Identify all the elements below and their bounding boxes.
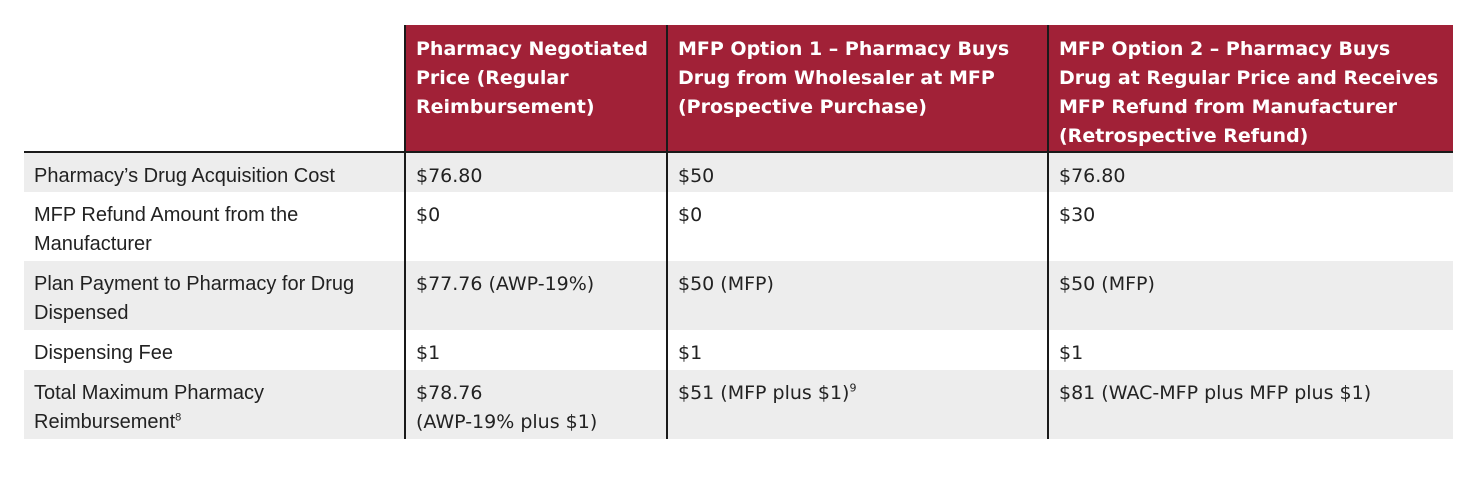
- cell-value: $76.80: [404, 152, 667, 192]
- cell-value: $30: [1047, 192, 1453, 261]
- footnote-9: 9: [849, 381, 857, 395]
- cell-value: $1: [1047, 330, 1453, 370]
- header-blank-cell: [24, 25, 405, 152]
- header-row: Pharmacy Negotiated Price (Regular Reimb…: [24, 25, 1453, 152]
- cell-value: $76.80: [1047, 152, 1453, 192]
- row-label: Dispensing Fee: [24, 330, 405, 370]
- cell-value: $50: [666, 152, 1048, 192]
- table-row: Dispensing Fee $1 $1 $1: [24, 330, 1453, 370]
- cell-value: $50 (MFP): [666, 261, 1048, 330]
- row-label: Pharmacy’s Drug Acquisition Cost: [24, 152, 405, 192]
- header-mfp-option-1: MFP Option 1 – Pharmacy Buys Drug from W…: [666, 25, 1048, 152]
- row-label: MFP Refund Amount from the Manufacturer: [24, 192, 405, 261]
- cell-value: $1: [666, 330, 1048, 370]
- cell-value: $1: [404, 330, 667, 370]
- cell-value: $0: [404, 192, 667, 261]
- row-label: Plan Payment to Pharmacy for Drug Dispen…: [24, 261, 405, 330]
- table-row: Plan Payment to Pharmacy for Drug Dispen…: [24, 261, 1453, 330]
- cell-value: $51 (MFP plus $1)9: [666, 370, 1048, 439]
- table-row: Pharmacy’s Drug Acquisition Cost $76.80 …: [24, 152, 1453, 192]
- row-label: Total Maximum Pharmacy Reimbursement8: [24, 370, 405, 439]
- cell-value: $50 (MFP): [1047, 261, 1453, 330]
- table-row: MFP Refund Amount from the Manufacturer …: [24, 192, 1453, 261]
- cell-value-text: $51 (MFP plus $1): [678, 382, 850, 404]
- cell-value-line2: (AWP-19% plus $1): [416, 411, 598, 433]
- cell-value-line1: $78.76: [416, 382, 483, 404]
- header-mfp-option-2: MFP Option 2 – Pharmacy Buys Drug at Reg…: [1047, 25, 1453, 152]
- table-row: Total Maximum Pharmacy Reimbursement8 $7…: [24, 370, 1453, 439]
- cell-value: $81 (WAC-MFP plus MFP plus $1): [1047, 370, 1453, 439]
- cell-value: $78.76 (AWP-19% plus $1): [404, 370, 667, 439]
- cell-value: $0: [666, 192, 1048, 261]
- row-label-text: Total Maximum Pharmacy Reimbursement: [34, 382, 265, 433]
- footnote-8: 8: [175, 411, 182, 424]
- cell-value: $77.76 (AWP-19%): [404, 261, 667, 330]
- reimbursement-comparison-table: Pharmacy Negotiated Price (Regular Reimb…: [24, 25, 1453, 439]
- header-negotiated-price: Pharmacy Negotiated Price (Regular Reimb…: [404, 25, 667, 152]
